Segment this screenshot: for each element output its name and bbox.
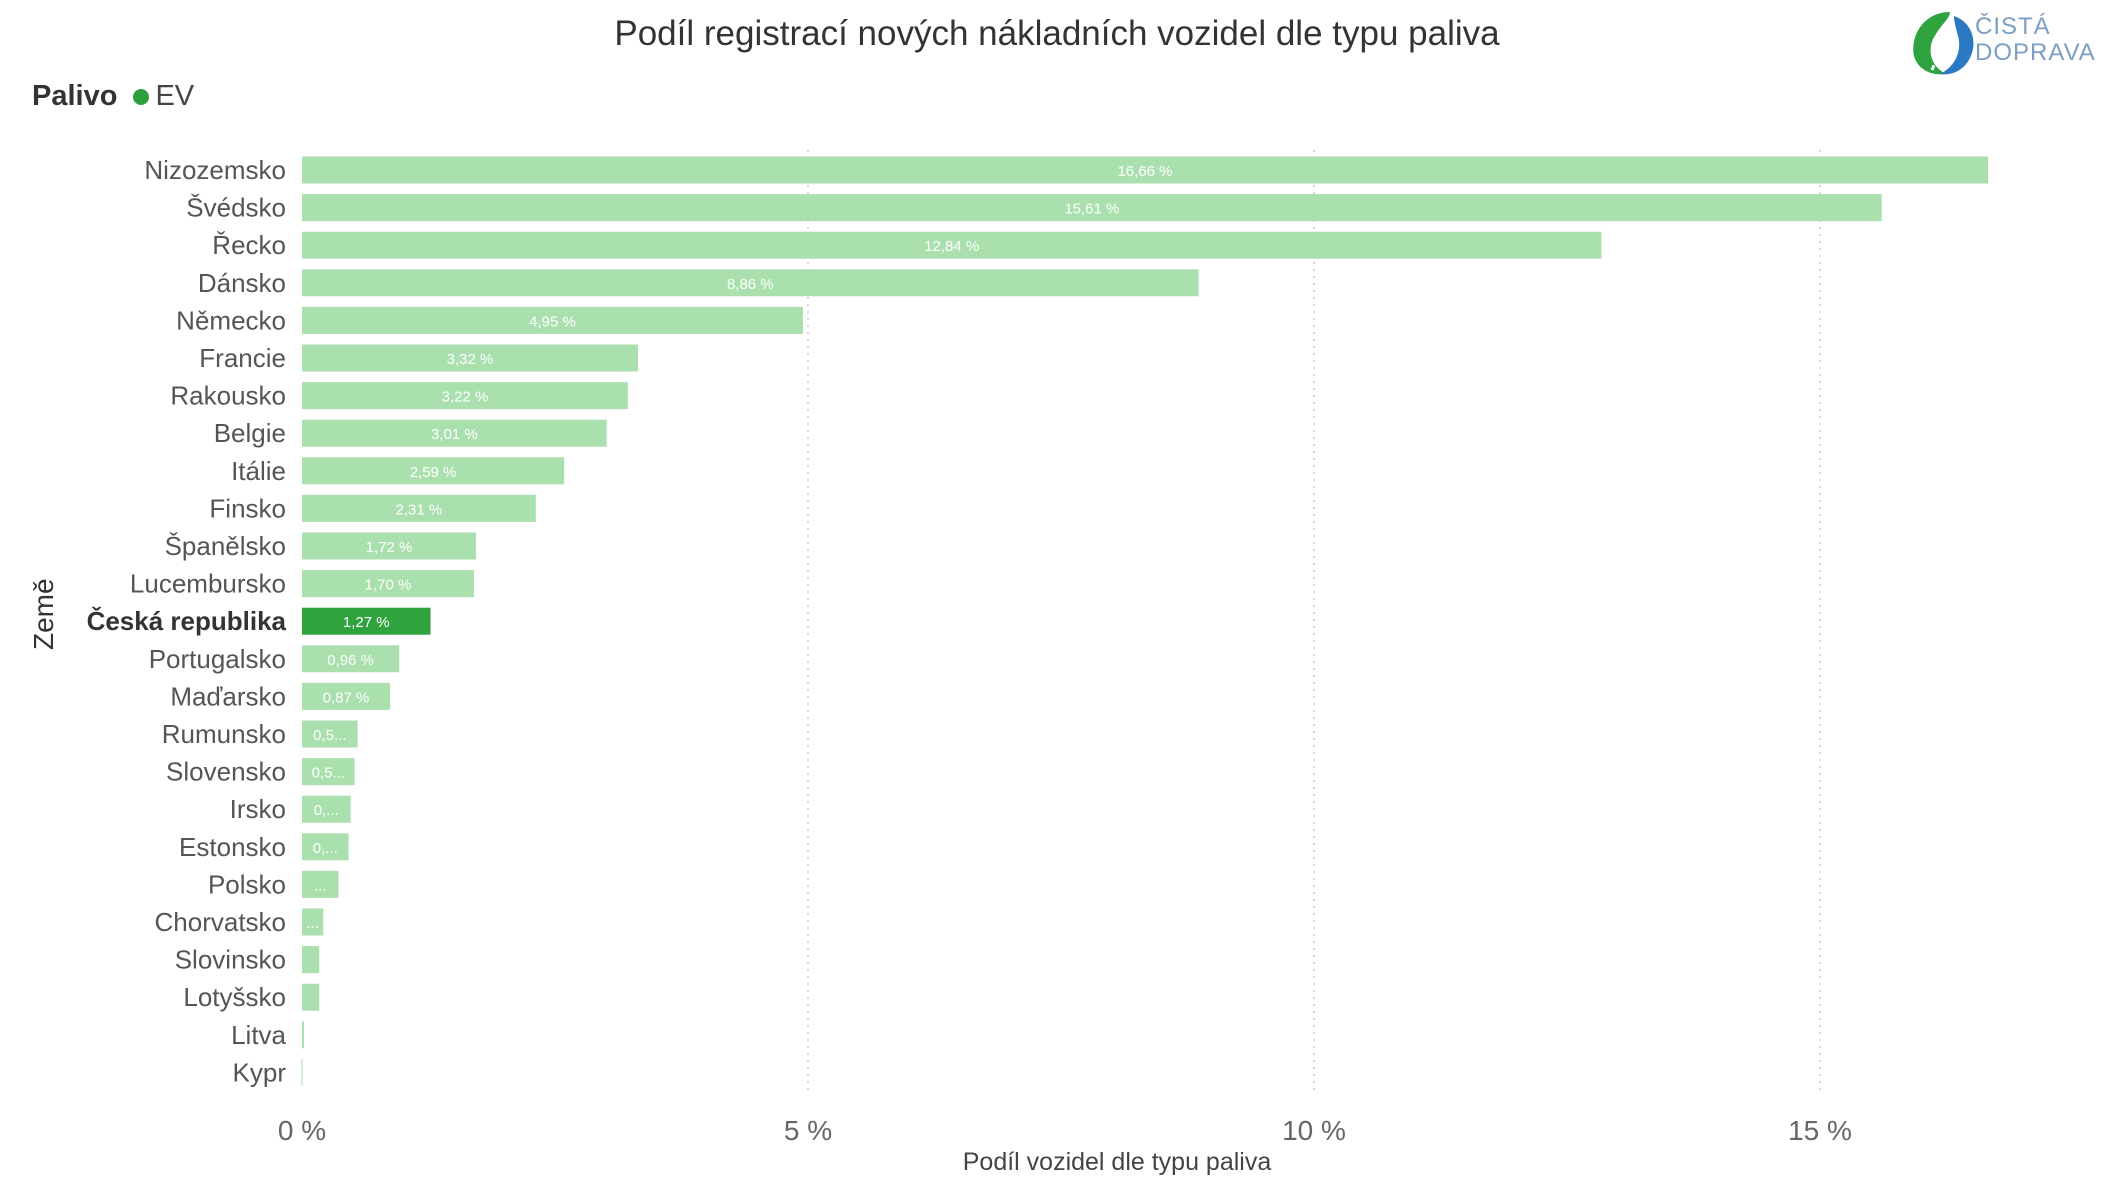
y-tick-label: Estonsko: [179, 832, 286, 862]
y-tick-label: Chorvatsko: [155, 907, 287, 937]
bar: [302, 607, 431, 635]
y-tick-label: Portugalsko: [149, 644, 286, 674]
bar: [302, 946, 320, 974]
bar: [302, 306, 803, 334]
bar: [302, 156, 1988, 184]
y-tick-label: Francie: [199, 343, 286, 373]
y-tick-label: Rumunsko: [162, 719, 286, 749]
x-axis-title: Podíl vozidel dle typu paliva: [962, 1148, 1272, 1176]
y-tick-label: Belgie: [214, 418, 286, 448]
data-label: ...: [306, 915, 319, 932]
bar: [302, 758, 355, 786]
x-tick-label: 5 %: [784, 1115, 832, 1146]
y-tick-label: Dánsko: [198, 268, 286, 298]
x-tick-label: 15 %: [1788, 1115, 1852, 1146]
bar: [302, 344, 638, 372]
bar: [302, 983, 320, 1011]
y-tick-label: Slovinsko: [175, 945, 286, 975]
y-tick-label: Polsko: [208, 869, 286, 899]
bar: [302, 570, 475, 598]
bar: [302, 833, 349, 861]
data-label: 1,70 %: [365, 577, 412, 594]
logo-line-1: ČISTÁ: [1975, 13, 2051, 40]
data-label: 4,95 %: [529, 313, 576, 330]
y-tick-label: Rakousko: [170, 381, 286, 411]
y-tick-label: Itálie: [231, 456, 286, 486]
bar: [302, 645, 400, 673]
y-tick-label: Slovensko: [166, 757, 286, 787]
x-tick-label: 10 %: [1282, 1115, 1346, 1146]
y-tick-label: Lotyšsko: [183, 982, 286, 1012]
bar: [302, 231, 1602, 259]
y-tick-label: Česká republika: [87, 606, 287, 636]
data-label: 0,...: [313, 840, 338, 857]
bar: [302, 419, 607, 447]
bar: [302, 382, 628, 410]
y-tick-label: Irsko: [230, 794, 286, 824]
y-tick-label: Španělsko: [165, 531, 286, 561]
legend-entry-label[interactable]: EV: [155, 80, 195, 112]
bar: [302, 720, 358, 748]
data-label: 8,86 %: [727, 276, 774, 293]
bar: [302, 269, 1199, 297]
data-label: 0,5...: [312, 765, 345, 782]
data-label: 12,84 %: [924, 238, 979, 255]
y-tick-label: Finsko: [209, 493, 286, 523]
data-label: 3,22 %: [442, 389, 489, 406]
bar: [302, 870, 339, 898]
bar: [302, 494, 536, 522]
y-tick-label: Lucembursko: [130, 569, 286, 599]
data-label: ...: [314, 877, 327, 894]
data-label: 2,31 %: [396, 501, 443, 518]
data-label: 15,61 %: [1064, 201, 1119, 218]
data-label: 3,01 %: [431, 426, 478, 443]
data-label: 1,72 %: [366, 539, 413, 556]
bar: [302, 682, 391, 710]
legend-title: Palivo: [32, 80, 118, 112]
y-tick-label: Švédsko: [186, 193, 286, 223]
data-label: 3,32 %: [447, 351, 494, 368]
data-label: 0,...: [314, 802, 339, 819]
bar: [302, 194, 1882, 222]
legend: Palivo EV: [32, 80, 194, 113]
bar: [302, 457, 565, 485]
bar: [302, 795, 351, 823]
y-tick-label: Německo: [176, 305, 286, 335]
legend-marker: [133, 88, 150, 105]
y-tick-label: Kypr: [233, 1057, 287, 1087]
bar: [302, 1021, 305, 1049]
data-label: 0,96 %: [327, 652, 374, 669]
cista-doprava-logo: [1913, 12, 1974, 75]
data-label: 0,5...: [313, 727, 346, 744]
y-tick-label: Litva: [231, 1020, 286, 1050]
y-tick-label: Nizozemsko: [144, 155, 286, 185]
bar: [302, 532, 477, 560]
chart-title: Podíl registrací nových nákladních vozid…: [614, 14, 1500, 53]
data-label: 0,87 %: [323, 689, 370, 706]
y-tick-label: Řecko: [212, 230, 286, 260]
data-label: 1,27 %: [343, 614, 390, 631]
data-label: 16,66 %: [1117, 163, 1172, 180]
logo-line-2: DOPRAVA: [1975, 39, 2096, 66]
x-tick-label: 0 %: [278, 1115, 326, 1146]
logo-text: ČISTÁ DOPRAVA: [1975, 14, 2096, 66]
data-label: 2,59 %: [410, 464, 457, 481]
y-tick-label: Maďarsko: [170, 681, 286, 711]
bar: [302, 908, 324, 936]
